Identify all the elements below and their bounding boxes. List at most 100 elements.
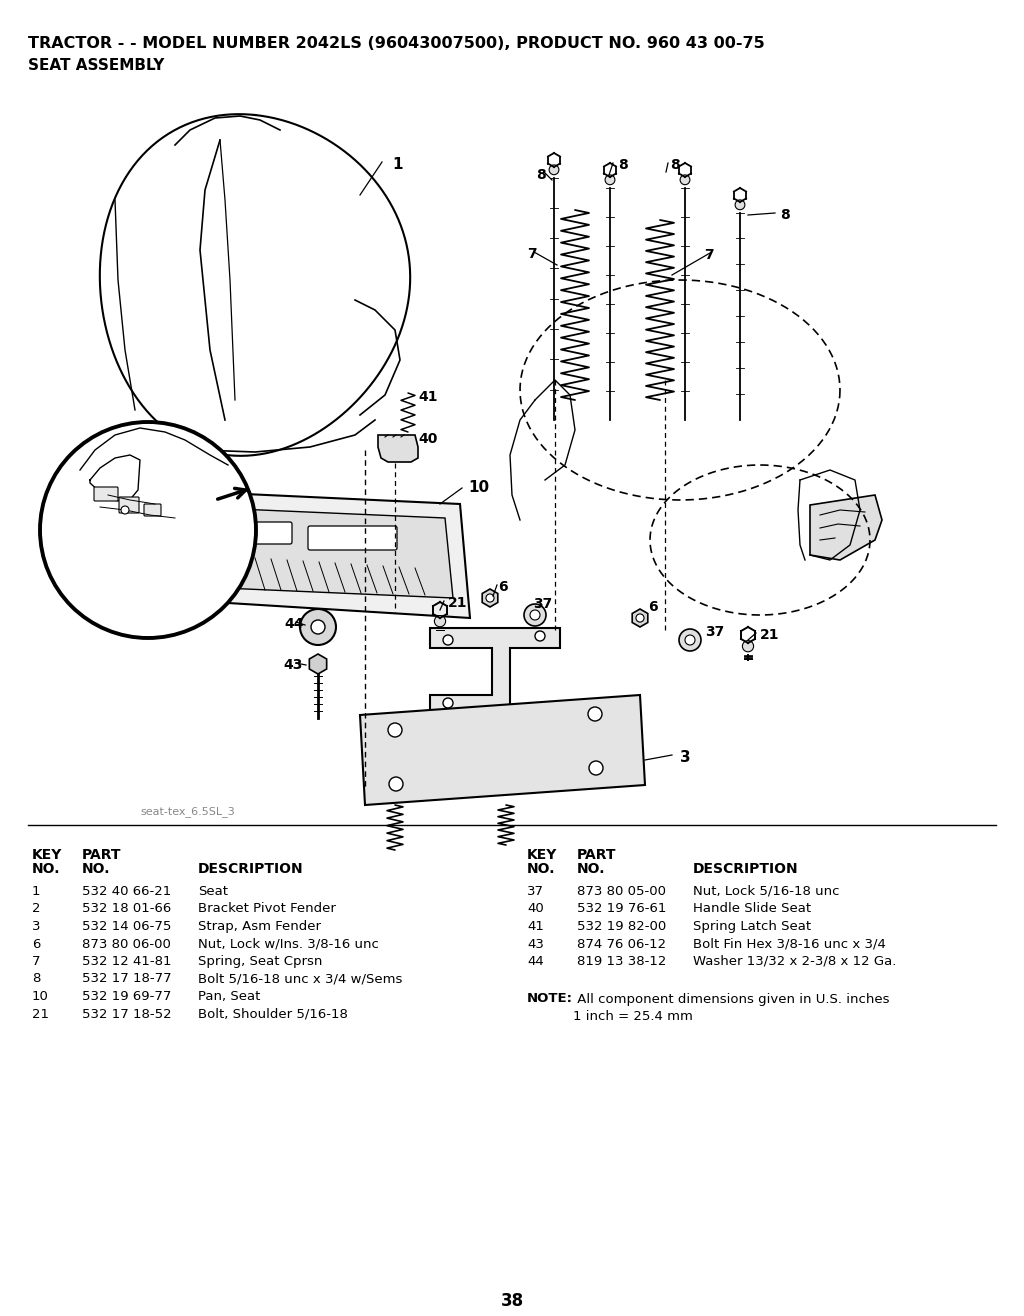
Circle shape: [530, 611, 540, 620]
Text: 532 40 66-21: 532 40 66-21: [82, 884, 171, 898]
Text: All component dimensions given in U.S. inches: All component dimensions given in U.S. i…: [573, 992, 890, 1005]
Text: 8: 8: [780, 208, 790, 222]
Text: Bolt, Shoulder 5/16-18: Bolt, Shoulder 5/16-18: [198, 1008, 348, 1020]
Text: 532 19 69-77: 532 19 69-77: [82, 990, 171, 1003]
FancyBboxPatch shape: [119, 497, 139, 513]
Text: 21: 21: [760, 628, 779, 642]
Circle shape: [389, 776, 403, 791]
Text: 7: 7: [32, 955, 41, 969]
Polygon shape: [632, 609, 648, 626]
Circle shape: [549, 164, 559, 175]
Text: 6: 6: [498, 580, 508, 594]
Text: NO.: NO.: [32, 862, 60, 876]
Text: PART: PART: [82, 848, 122, 862]
FancyBboxPatch shape: [206, 495, 226, 511]
Circle shape: [535, 630, 545, 641]
Polygon shape: [360, 695, 645, 805]
Circle shape: [121, 505, 129, 515]
Text: NO.: NO.: [577, 862, 605, 876]
Circle shape: [680, 175, 690, 184]
Text: 40: 40: [527, 903, 544, 916]
Text: 7: 7: [527, 247, 537, 261]
Text: Nut, Lock w/Ins. 3/8-16 unc: Nut, Lock w/Ins. 3/8-16 unc: [198, 937, 379, 950]
Text: 532 18 01-66: 532 18 01-66: [82, 903, 171, 916]
Text: DESCRIPTION: DESCRIPTION: [198, 862, 304, 876]
Polygon shape: [202, 492, 470, 619]
Text: NO.: NO.: [82, 862, 111, 876]
FancyBboxPatch shape: [144, 504, 161, 516]
Text: 8: 8: [670, 158, 680, 172]
Text: 1: 1: [32, 884, 41, 898]
Text: PART: PART: [577, 848, 616, 862]
Circle shape: [443, 697, 453, 708]
Text: NO.: NO.: [527, 862, 555, 876]
Text: 43: 43: [527, 937, 544, 950]
Text: 3: 3: [680, 750, 690, 765]
Text: Bolt 5/16-18 unc x 3/4 w/Sems: Bolt 5/16-18 unc x 3/4 w/Sems: [198, 973, 402, 986]
Text: 8: 8: [32, 973, 40, 986]
FancyBboxPatch shape: [308, 526, 397, 550]
Circle shape: [685, 636, 695, 645]
Text: 10: 10: [32, 990, 49, 1003]
Text: KEY: KEY: [527, 848, 557, 862]
Text: 41: 41: [418, 390, 437, 404]
Text: 532 12 41-81: 532 12 41-81: [82, 955, 171, 969]
Circle shape: [735, 200, 744, 209]
Text: 2: 2: [32, 903, 41, 916]
Circle shape: [742, 641, 754, 651]
Circle shape: [589, 761, 603, 775]
Text: 41: 41: [527, 920, 544, 933]
Circle shape: [311, 620, 325, 634]
Circle shape: [40, 422, 256, 638]
Text: KEY: KEY: [32, 848, 62, 862]
Circle shape: [605, 175, 614, 184]
Text: 873 80 05-00: 873 80 05-00: [577, 884, 666, 898]
Circle shape: [486, 594, 494, 601]
Polygon shape: [378, 436, 418, 462]
Text: Pan, Seat: Pan, Seat: [198, 990, 260, 1003]
Text: seat-tex_6.5SL_3: seat-tex_6.5SL_3: [140, 805, 234, 817]
Text: 37: 37: [534, 597, 552, 611]
FancyBboxPatch shape: [94, 487, 118, 501]
Text: 1 inch = 25.4 mm: 1 inch = 25.4 mm: [573, 1009, 693, 1023]
Text: 873 80 06-00: 873 80 06-00: [82, 937, 171, 950]
Text: Spring, Seat Cprsn: Spring, Seat Cprsn: [198, 955, 323, 969]
Text: SEAT ASSEMBLY: SEAT ASSEMBLY: [28, 58, 165, 72]
Polygon shape: [309, 654, 327, 674]
Text: 10: 10: [468, 480, 489, 495]
Text: 532 19 76-61: 532 19 76-61: [577, 903, 667, 916]
Text: 38: 38: [501, 1292, 523, 1309]
Circle shape: [679, 629, 701, 651]
Text: 37: 37: [527, 884, 544, 898]
Text: TRACTOR - - MODEL NUMBER 2042LS (96043007500), PRODUCT NO. 960 43 00-75: TRACTOR - - MODEL NUMBER 2042LS (9604300…: [28, 36, 765, 51]
Text: 44: 44: [284, 617, 303, 630]
Text: 874 76 06-12: 874 76 06-12: [577, 937, 667, 950]
Circle shape: [300, 609, 336, 645]
Text: 44: 44: [527, 955, 544, 969]
Text: Washer 13/32 x 2-3/8 x 12 Ga.: Washer 13/32 x 2-3/8 x 12 Ga.: [693, 955, 896, 969]
Text: 532 17 18-52: 532 17 18-52: [82, 1008, 172, 1020]
Text: Bracket Pivot Fender: Bracket Pivot Fender: [198, 903, 336, 916]
Circle shape: [434, 616, 445, 626]
Circle shape: [524, 604, 546, 626]
Text: 40: 40: [418, 432, 437, 446]
Polygon shape: [430, 628, 560, 715]
Text: 6: 6: [648, 600, 657, 615]
Polygon shape: [482, 590, 498, 607]
Text: Spring Latch Seat: Spring Latch Seat: [693, 920, 811, 933]
Polygon shape: [215, 508, 453, 597]
Text: Bolt Fin Hex 3/8-16 unc x 3/4: Bolt Fin Hex 3/8-16 unc x 3/4: [693, 937, 886, 950]
Text: 8: 8: [618, 158, 628, 172]
Circle shape: [388, 722, 402, 737]
Text: DESCRIPTION: DESCRIPTION: [693, 862, 799, 876]
Text: 532 17 18-77: 532 17 18-77: [82, 973, 172, 986]
Text: 7: 7: [705, 247, 714, 262]
Text: 532 19 82-00: 532 19 82-00: [577, 920, 667, 933]
Text: 6: 6: [32, 937, 40, 950]
Text: 37: 37: [705, 625, 724, 640]
Text: 43: 43: [283, 658, 302, 672]
FancyBboxPatch shape: [218, 522, 292, 544]
Text: 1: 1: [392, 157, 402, 172]
Text: 3: 3: [32, 920, 41, 933]
Text: Seat: Seat: [198, 884, 228, 898]
